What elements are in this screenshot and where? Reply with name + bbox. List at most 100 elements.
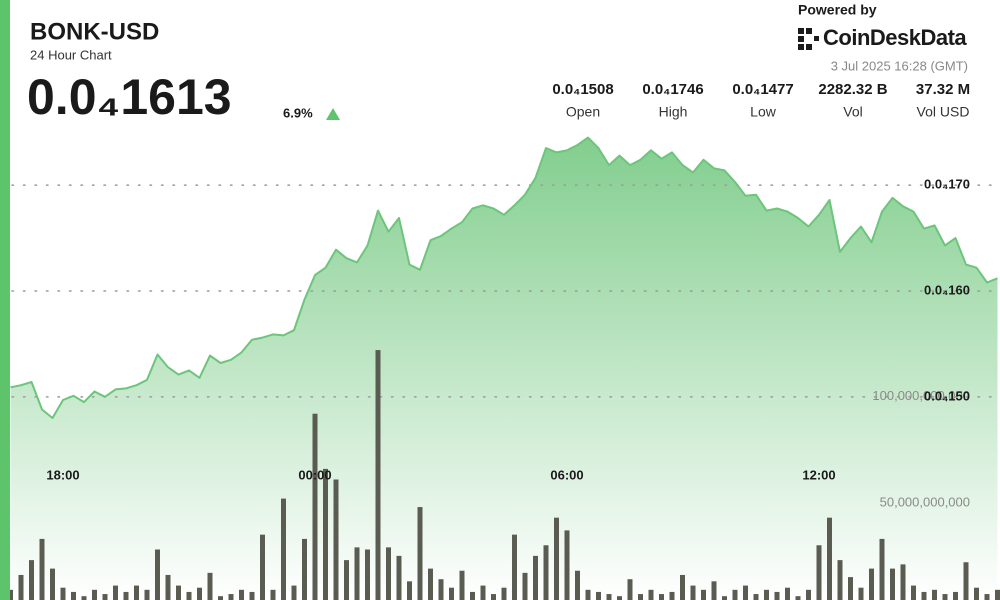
stat-label: Open (566, 104, 600, 120)
volume-bar (134, 585, 139, 600)
volume-bar (827, 517, 832, 600)
volume-bar (50, 568, 55, 600)
volume-bar (848, 577, 853, 600)
stat-value: 0.0₄1746 (642, 81, 703, 98)
volume-bar (291, 585, 297, 600)
volume-bar (743, 585, 748, 600)
volume-bar (354, 547, 360, 600)
volume-bar (837, 560, 843, 600)
volume-bar (522, 572, 528, 600)
volume-bar (585, 589, 591, 600)
volume-bar (575, 570, 580, 600)
volume-bar (29, 560, 34, 600)
volume-bar (795, 596, 801, 600)
volume-bar (60, 587, 66, 600)
volume-bar (407, 581, 412, 600)
stat-label: Low (750, 104, 777, 120)
volume-bar (386, 547, 391, 600)
price-line (10, 136, 998, 419)
volume-bar (785, 587, 790, 600)
stat-label: High (659, 104, 688, 120)
volume-bar (753, 594, 759, 600)
volume-bar (249, 591, 255, 600)
volume-bar (18, 574, 24, 600)
y-tick-label: 0.0₄160 (924, 282, 970, 297)
volume-bar (81, 596, 87, 600)
volume-bar (932, 589, 937, 600)
volume-bar (8, 589, 13, 600)
volume-bar (333, 479, 339, 600)
volume-bar (669, 591, 675, 600)
volume-bar (512, 534, 517, 600)
volume-bar (617, 596, 622, 600)
volume-bar (417, 507, 423, 600)
volume-bar (690, 585, 696, 600)
volume-bar (774, 591, 780, 600)
volume-bar (113, 585, 118, 600)
y-tick-label: 0.0₄150 (924, 388, 970, 403)
volume-bar (92, 589, 97, 600)
volume-bar (344, 560, 349, 600)
volume-bar (396, 555, 402, 600)
volume-bar (701, 589, 706, 600)
volume-bar (564, 530, 570, 600)
volume-bar (470, 591, 475, 600)
volume-bar (869, 568, 874, 600)
volume-bar (953, 591, 958, 600)
timestamp: 3 Jul 2025 16:28 (GMT) (831, 58, 968, 73)
x-tick-label: 00:00 (298, 467, 331, 482)
bars-layer (8, 350, 1000, 600)
volume-bar (879, 538, 885, 600)
volume-bar (176, 585, 181, 600)
volume-bar (375, 350, 381, 600)
change: 6.9% (283, 105, 313, 120)
volume-bar (302, 538, 307, 600)
volume-bar (974, 587, 979, 600)
stat-value: 2282.32 B (818, 81, 887, 98)
volume-bar (627, 579, 633, 600)
stat-label: Vol (843, 104, 862, 120)
volume-bar (480, 585, 486, 600)
volume-bar (39, 538, 45, 600)
x-tick-label: 12:00 (802, 467, 835, 482)
volume-bar (995, 589, 1000, 600)
brand: CoinDeskData (823, 25, 967, 50)
volume-bar (648, 589, 654, 600)
volume-bar (218, 596, 223, 600)
accent-bar (0, 0, 10, 600)
volume-bar (711, 581, 717, 600)
volume-bar (365, 549, 370, 600)
volume-bar (438, 579, 444, 600)
volume-bar (890, 568, 895, 600)
volume-bar (900, 564, 906, 600)
volume-bar (543, 545, 549, 600)
volume-bar (942, 594, 948, 600)
volume-bar (239, 589, 244, 600)
volume-bar (197, 587, 202, 600)
subtitle: 24 Hour Chart (30, 47, 112, 62)
volume-bar (165, 574, 171, 600)
volume-bar (102, 594, 108, 600)
volume-bar (228, 594, 234, 600)
price-area (10, 137, 998, 600)
y2-tick-label: 50,000,000,000 (880, 494, 970, 509)
volume-bar (186, 591, 192, 600)
volume-bar (123, 591, 129, 600)
price: 0.0₄1613 (27, 69, 232, 125)
volume-bar (963, 562, 969, 600)
brand-logo (798, 28, 819, 50)
powered-by: Powered by (798, 2, 877, 18)
volume-bar (806, 589, 811, 600)
volume-bar (270, 589, 276, 600)
stat-value: 0.0₄1508 (552, 81, 613, 98)
volume-bar (533, 555, 538, 600)
y-tick-label: 0.0₄170 (924, 177, 970, 192)
up-arrow (326, 108, 340, 120)
volume-bar (71, 591, 76, 600)
x-tick-label: 06:00 (550, 467, 583, 482)
volume-bar (606, 594, 612, 600)
stat-value: 37.32 M (916, 81, 970, 98)
volume-bar (659, 594, 664, 600)
header: BONK-USD 24 Hour Chart 0.0₄1613 6.9% Pow… (27, 2, 970, 126)
